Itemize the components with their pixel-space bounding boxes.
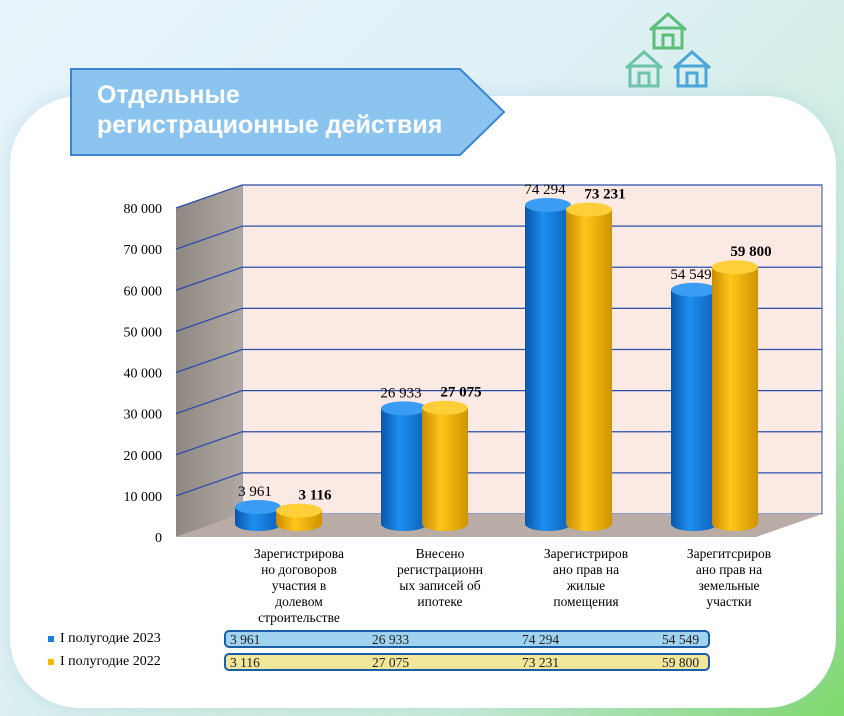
legend-swatch-2023 [48,635,54,642]
bar-2022 [566,209,612,531]
bar-top-2022 [276,503,322,518]
gridline [175,266,822,291]
data-label: 3 961 [238,484,272,500]
x-category-label-line: Внесено [415,546,465,561]
gridline [175,431,822,456]
bar-top-2022 [422,400,468,415]
title-banner [70,68,506,156]
x-category-label-line: ипотеке [417,594,463,609]
y-tick-label: 20 000 [124,449,163,464]
data-label: 26 933 [380,385,421,401]
bar-top-2023 [235,499,281,514]
y-tick-label: 10 000 [124,490,163,505]
bar-top-2023 [381,401,427,416]
y-tick-label: 40 000 [124,367,163,382]
x-category-label-line: участия в [271,578,327,593]
x-category-label: Зарегистриров ано прав на жилые помещения [527,546,645,610]
bar-top-2023 [671,282,717,297]
page-title: Отдельные регистрационные действия [97,80,497,140]
x-category-label-line: ых записей об [399,578,481,593]
house-icon [673,49,711,88]
bar-2023 [671,289,717,531]
data-label: 74 294 [524,182,566,198]
data-table-cell: 54 549 [662,632,700,647]
x-category-label-line: Зарегистрирова [254,546,344,561]
house-icon [625,49,663,88]
x-category-label-line: земельные [698,578,760,593]
data-label: 54 549 [670,267,711,283]
legend-item-2023: I полугодие 2023 [48,630,161,648]
bar-2022 [422,407,468,531]
data-label: 59 800 [730,244,771,260]
bar-2022 [712,267,758,531]
page-title-line-1: Отдельные [97,81,240,109]
x-category-label: Внесено регистрационн ых записей об ипотеке [381,546,499,610]
y-tick-label: 60 000 [124,284,163,299]
data-table-cell: 59 800 [662,655,700,670]
gridline [175,307,822,332]
x-category-label-line: регистрационн [397,562,483,577]
data-table-cell: 26 933 [372,632,410,647]
gridline [175,472,822,497]
bar-2023 [525,205,571,531]
data-table-row-2023: 3 961 26 933 74 294 54 549 [224,630,710,648]
x-category-label: Зарегистрирова но договоров участия в долев… [240,546,358,626]
data-table-cell: 3 116 [230,655,260,670]
x-category-label: Зарегитсриров ано прав на земельные участки [670,546,788,610]
bar-top-2023 [525,198,571,212]
house-icon [649,11,687,50]
data-table-cell: 74 294 [522,632,560,647]
chart-floor [176,514,822,537]
x-category-label-line: но договоров [261,562,337,577]
data-label: 3 116 [299,488,332,504]
x-category-label-line: строительстве [258,610,340,625]
data-table-cell: 27 075 [372,655,410,670]
y-tick-label: 50 000 [124,325,163,340]
x-category-label-line: участки [706,594,752,609]
bar-2023 [381,408,427,531]
y-tick-label: 0 [155,531,162,546]
data-label: 73 231 [584,187,625,203]
x-category-label-line: жилые [566,578,606,593]
x-category-label-line: ано прав на [695,562,763,577]
gridline [175,390,822,415]
bar-top-2022 [712,260,758,275]
x-category-label-line: Зарегитсриров [686,546,772,561]
data-table-cell: 3 961 [230,632,261,647]
data-table-cell: 73 231 [522,655,560,670]
data-label: 27 075 [440,385,481,401]
legend-swatch-2022 [48,658,54,665]
bar-top-2022 [566,202,612,217]
gridline [175,184,822,209]
gridline [175,225,822,250]
x-category-label-line: Зарегистриров [543,546,629,561]
page-title-line-2: регистрационные действия [97,111,443,139]
legend-item-2022: I полугодие 2022 [48,653,161,671]
x-category-label-line: помещения [553,594,619,609]
y-tick-label: 80 000 [124,202,163,217]
houses-logo [625,11,711,88]
x-category-label-line: ано прав на [552,562,620,577]
legend-label-2023: I полугодие 2023 [60,631,161,646]
y-tick-label: 70 000 [124,243,163,258]
gridline [175,348,822,374]
x-category-label-line: долевом [275,594,323,609]
y-tick-label: 30 000 [124,408,163,423]
data-table-row-2022: 3 116 27 075 73 231 59 800 [224,653,710,671]
legend-label-2022: I полугодие 2022 [60,654,161,669]
